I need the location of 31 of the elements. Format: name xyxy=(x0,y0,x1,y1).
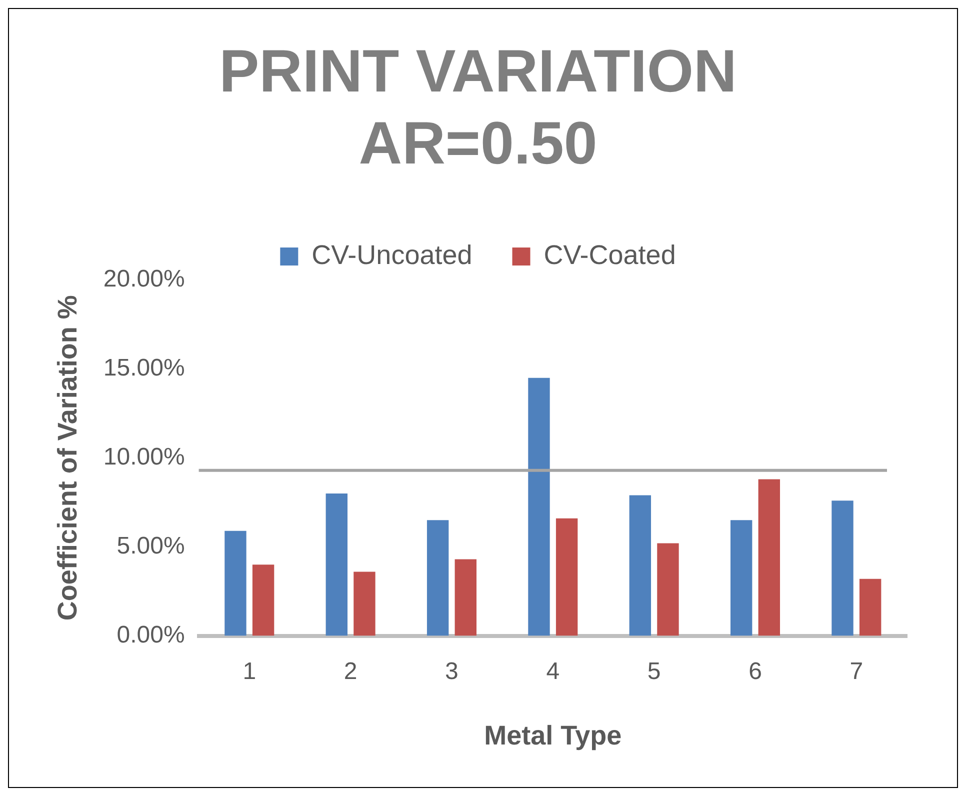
bar xyxy=(252,564,274,636)
bar xyxy=(426,520,449,636)
y-tick-label: 0.00% xyxy=(116,621,185,648)
bar xyxy=(354,572,376,636)
x-tick-label: 7 xyxy=(850,658,864,685)
x-tick-label: 1 xyxy=(242,658,256,685)
bar xyxy=(832,500,854,636)
bar xyxy=(556,518,578,636)
bar xyxy=(528,378,550,636)
chart-title: PRINT VARIATION AR=0.50 xyxy=(219,38,737,177)
y-tick-label: 20.00% xyxy=(103,266,185,293)
y-tick-label: 15.00% xyxy=(103,354,185,382)
x-tick-label: 3 xyxy=(445,658,458,685)
bar xyxy=(730,520,752,636)
x-tick-label: 5 xyxy=(647,658,661,685)
y-axis-title: Coefficient of Variation % xyxy=(52,295,83,621)
bar xyxy=(657,543,679,636)
legend-label: CV-Coated xyxy=(544,240,676,270)
bar xyxy=(224,530,246,636)
bar xyxy=(629,495,652,636)
bar xyxy=(859,578,882,636)
bar xyxy=(326,493,348,636)
legend-label: CV-Uncoated xyxy=(312,240,472,270)
x-tick-label: 4 xyxy=(546,658,560,685)
y-tick-label: 10.00% xyxy=(103,444,185,471)
bar xyxy=(758,479,780,636)
x-tick-label: 6 xyxy=(748,658,762,685)
x-tick-label: 2 xyxy=(344,658,358,685)
y-tick-label: 5.00% xyxy=(116,532,185,560)
x-axis-title: Metal Type xyxy=(484,720,622,750)
bar xyxy=(454,559,476,636)
